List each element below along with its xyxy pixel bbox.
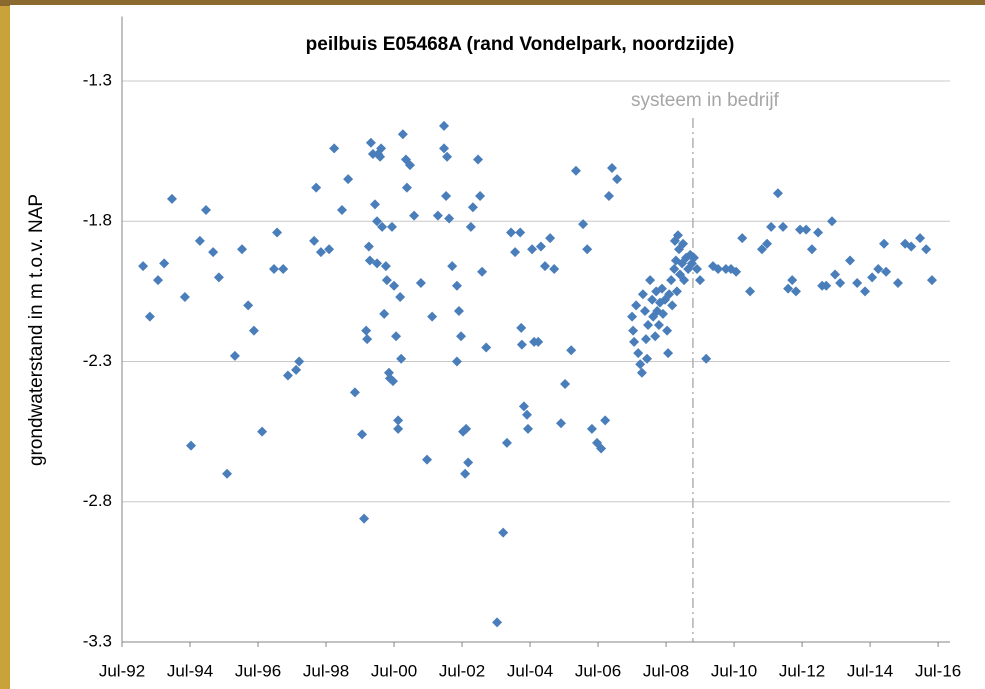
x-tick-label: Jul-10: [711, 661, 757, 680]
x-tick-label: Jul-04: [507, 661, 553, 680]
x-tick-label: Jul-98: [303, 661, 349, 680]
x-tick-label: Jul-00: [371, 661, 417, 680]
chart-title: peilbuis E05468A (rand Vondelpark, noord…: [306, 34, 735, 55]
annotation-label: systeem in bedrijf: [631, 90, 780, 111]
x-tick-label: Jul-08: [643, 661, 689, 680]
chart: peilbuis E05468A (rand Vondelpark, noord…: [0, 0, 985, 689]
y-tick-label: -2.3: [83, 351, 112, 370]
y-axis-label: grondwaterstand in m t.o.v. NAP: [26, 194, 47, 466]
y-tick-label: -3.3: [83, 631, 112, 650]
x-tick-label: Jul-96: [235, 661, 281, 680]
x-tick-label: Jul-14: [847, 661, 893, 680]
x-tick-label: Jul-06: [575, 661, 621, 680]
y-tick-label: -2.8: [83, 491, 112, 510]
chart-area: [10, 5, 985, 689]
x-tick-label: Jul-16: [915, 661, 961, 680]
x-tick-label: Jul-12: [779, 661, 825, 680]
x-tick-label: Jul-92: [99, 661, 145, 680]
page: {"chart_data": { "type": "scatter", "tit…: [0, 0, 985, 689]
x-tick-label: Jul-02: [439, 661, 485, 680]
y-tick-label: -1.8: [83, 211, 112, 230]
y-tick-label: -1.3: [83, 70, 112, 89]
x-tick-label: Jul-94: [167, 661, 213, 680]
